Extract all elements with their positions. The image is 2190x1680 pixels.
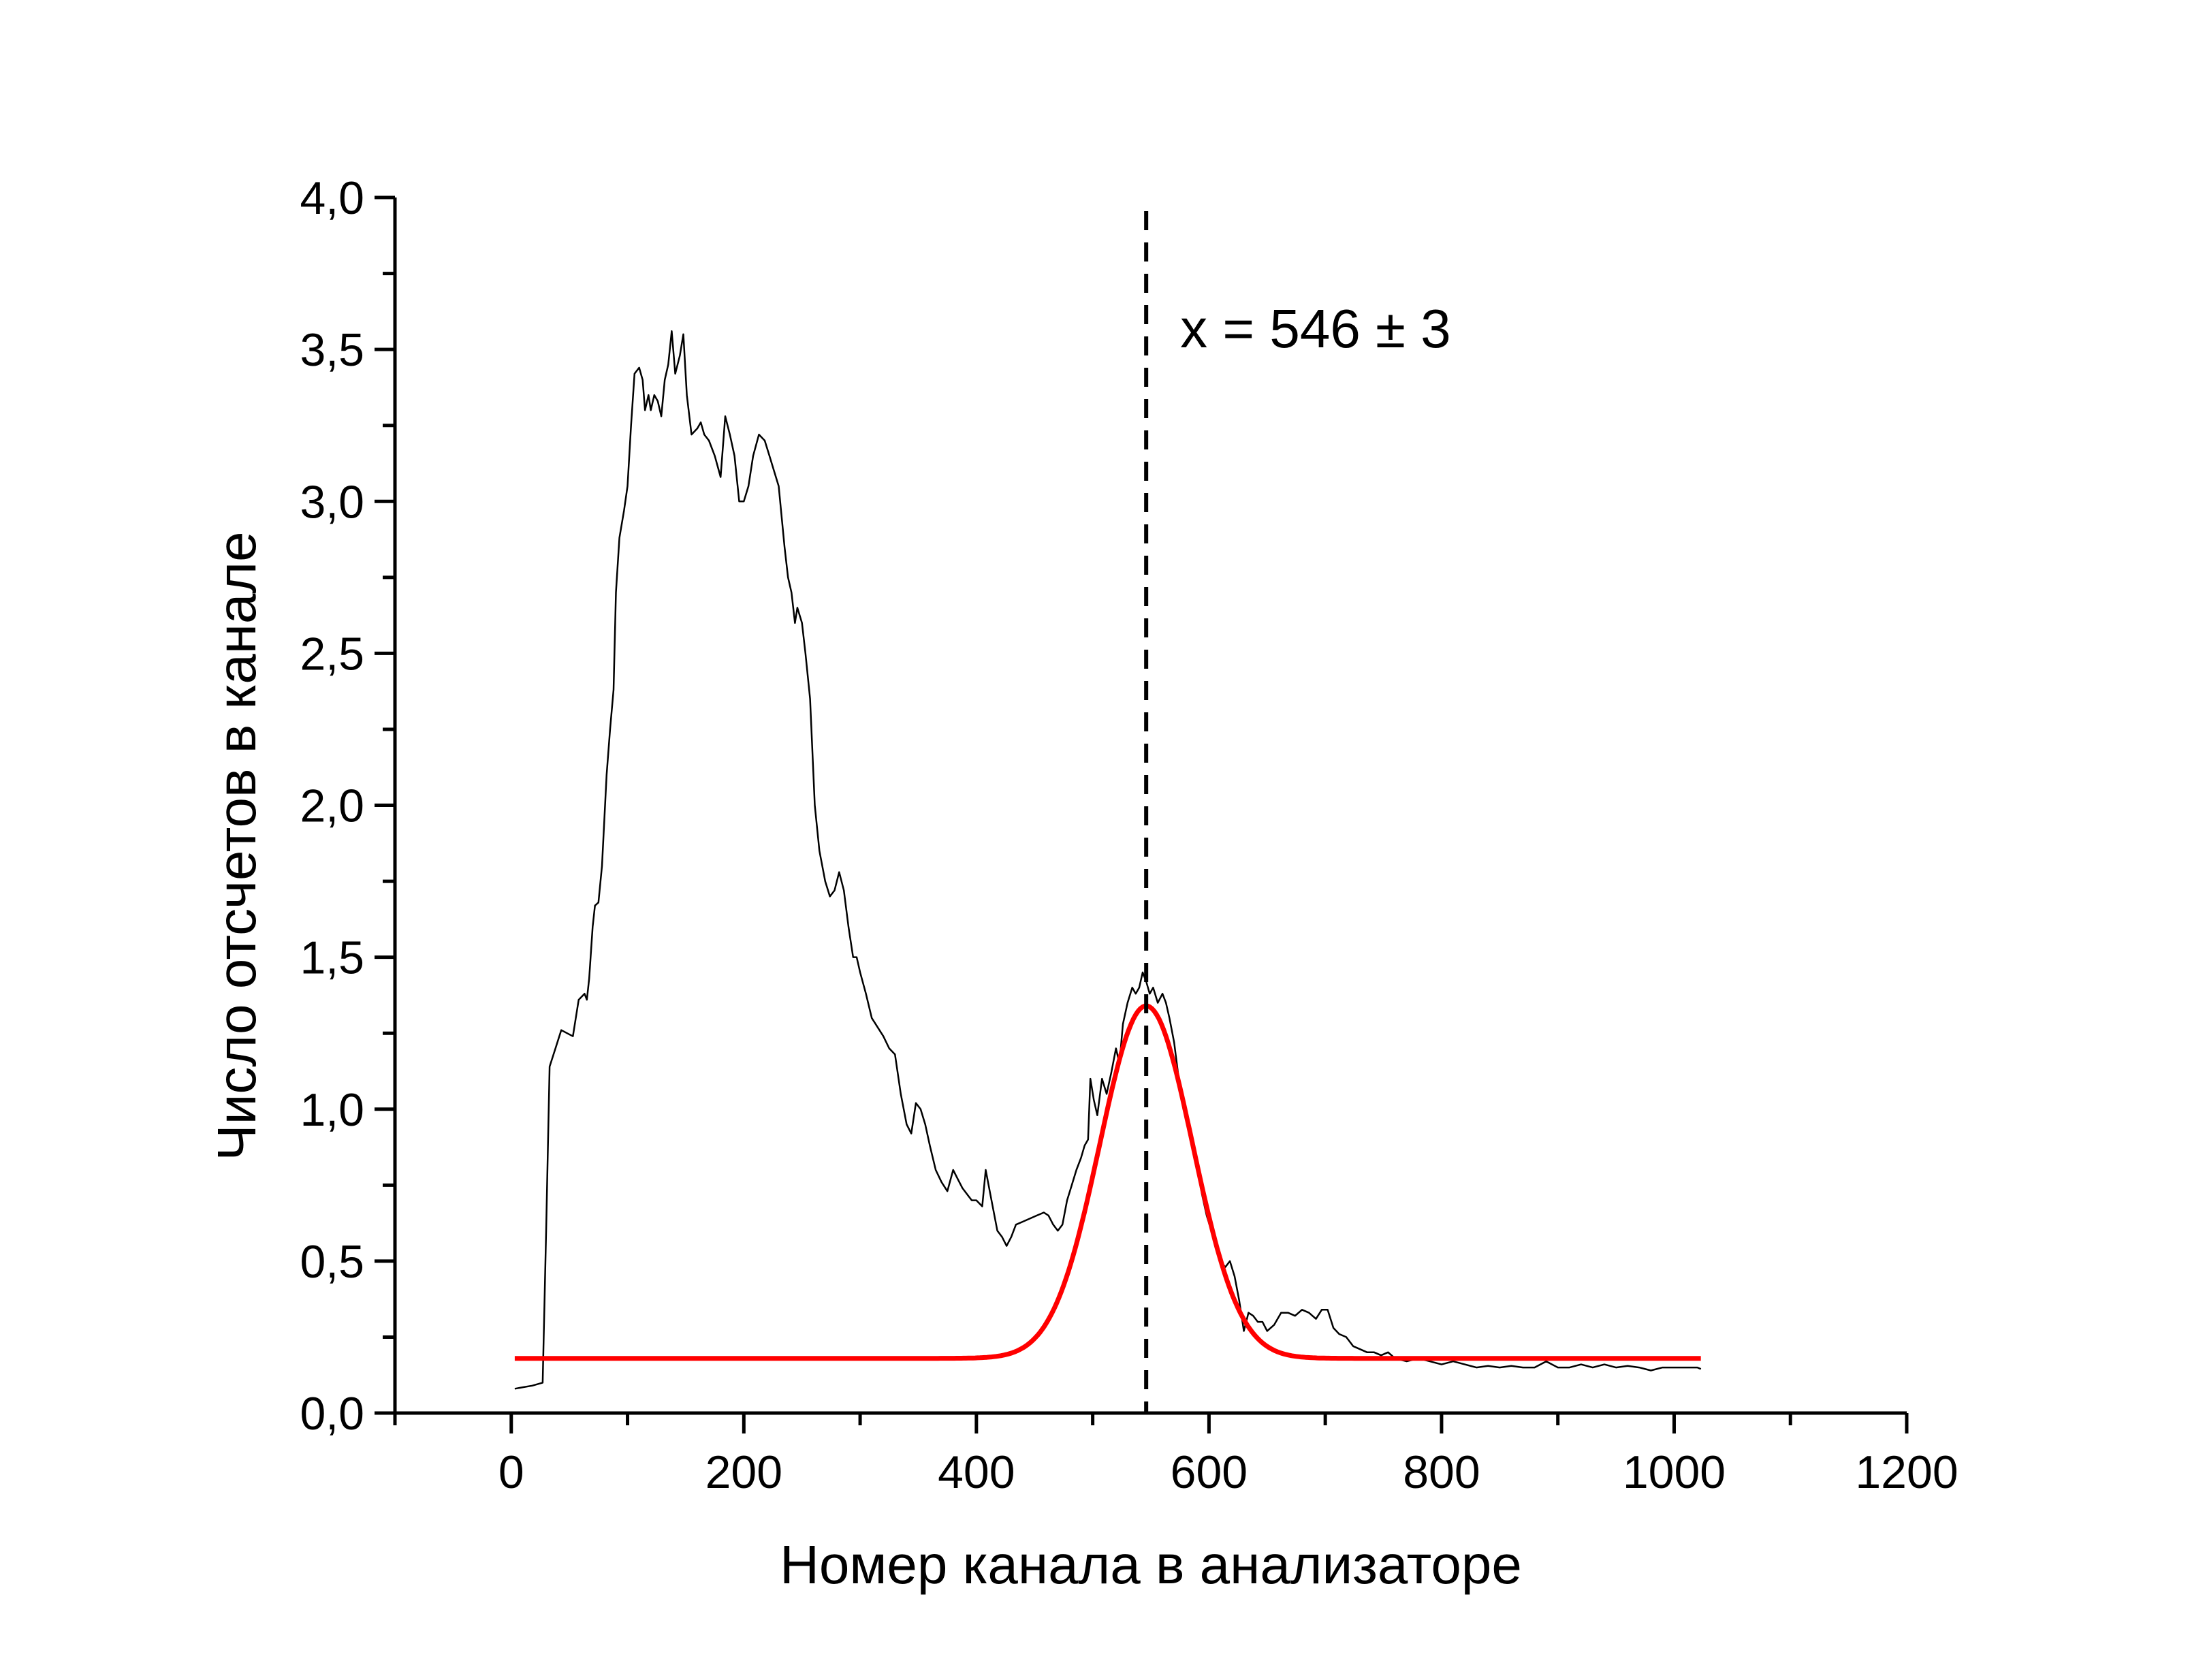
- y-tick-label: 3,5: [300, 324, 364, 376]
- x-axis-title: Номер канала в анализаторе: [780, 1534, 1522, 1595]
- x-tick-label: 1200: [1855, 1446, 1958, 1498]
- x-tick-label: 1000: [1623, 1446, 1726, 1498]
- y-tick-label: 2,5: [300, 628, 364, 680]
- x-tick-label: 800: [1403, 1446, 1480, 1498]
- y-tick-label: 1,0: [300, 1084, 364, 1136]
- y-tick-label: 4,0: [300, 172, 364, 224]
- fit-center-annotation: x = 546 ± 3: [1180, 298, 1451, 359]
- y-tick-label: 0,5: [300, 1236, 364, 1288]
- x-tick-label: 600: [1171, 1446, 1248, 1498]
- x-tick-label: 400: [938, 1446, 1015, 1498]
- x-tick-label: 200: [705, 1446, 782, 1498]
- axes-layer: [375, 195, 1909, 1433]
- gaussian-fit-line: [514, 1003, 1701, 1361]
- y-axis-title: Число отсчетов в канале: [206, 531, 267, 1160]
- y-tick-label: 3,0: [300, 476, 364, 528]
- x-tick-label: 0: [498, 1446, 524, 1498]
- label-layer: Номер канала в анализаторе Число отсчето…: [206, 172, 1958, 1595]
- series-layer: [514, 211, 1702, 1413]
- measured-spectrum-line: [514, 330, 1702, 1390]
- y-tick-label: 0,0: [300, 1388, 364, 1440]
- y-tick-label: 2,0: [300, 780, 364, 832]
- y-tick-label: 1,5: [300, 932, 364, 984]
